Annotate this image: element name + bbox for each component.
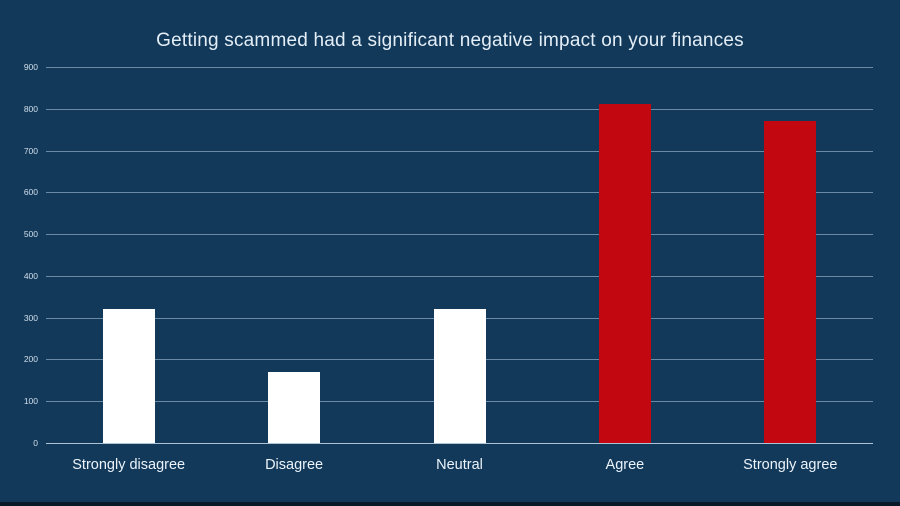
y-tick-label: 700 xyxy=(23,145,38,156)
bar-strongly-disagree xyxy=(102,309,155,443)
gridline xyxy=(46,275,873,277)
y-tick-label: 0 xyxy=(33,438,38,448)
bar-neutral xyxy=(433,309,486,443)
y-tick-label: 800 xyxy=(23,103,38,114)
x-category-label-strongly-agree: Strongly agree xyxy=(743,457,838,473)
y-tick-label: 900 xyxy=(23,62,38,72)
gridline xyxy=(46,67,873,68)
bottom-strip xyxy=(0,502,900,506)
y-tick-label: 500 xyxy=(23,229,38,240)
gridline xyxy=(46,108,873,110)
gridline xyxy=(46,234,873,236)
y-tick-label: 600 xyxy=(23,187,38,198)
y-tick-label: 300 xyxy=(23,312,38,323)
bar-disagree xyxy=(268,371,321,443)
x-category-label-agree: Agree xyxy=(605,457,645,473)
x-category-label-strongly-disagree: Strongly disagree xyxy=(72,457,186,473)
bar-chart-plot-area xyxy=(46,67,873,444)
x-category-label-neutral: Neutral xyxy=(436,457,483,473)
gridline xyxy=(46,150,873,152)
y-tick-label: 400 xyxy=(23,270,38,281)
y-tick-label: 200 xyxy=(23,354,38,365)
bar-agree xyxy=(598,103,651,443)
y-tick-label: 100 xyxy=(23,396,38,407)
bar-strongly-agree xyxy=(764,121,817,443)
chart-title: Getting scammed had a significant negati… xyxy=(156,30,744,51)
x-category-label-disagree: Disagree xyxy=(265,457,324,473)
gridline xyxy=(46,192,873,194)
x-axis-line xyxy=(46,443,873,444)
